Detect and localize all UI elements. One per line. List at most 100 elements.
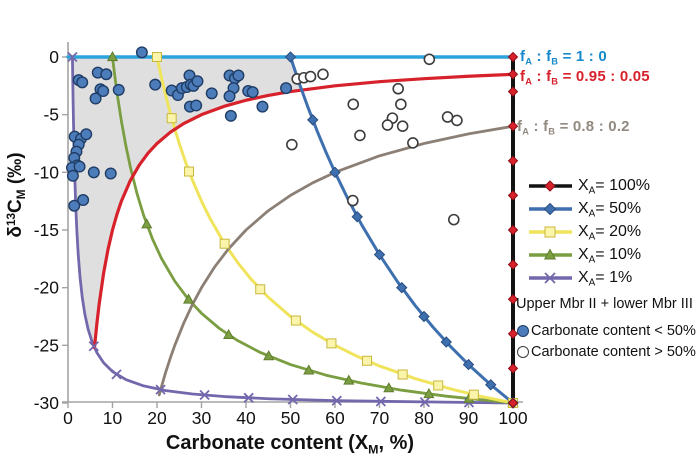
x-marker [331, 395, 342, 406]
diamond-marker [507, 363, 519, 374]
data-point-filled [80, 128, 93, 141]
data-point-open [392, 82, 404, 95]
legend-line-sample-xa-10 [529, 247, 572, 259]
data-point-open [286, 138, 298, 151]
filled-circle-icon [517, 324, 529, 337]
data-point-filled [89, 92, 102, 105]
legend-square-marker [544, 226, 556, 237]
x-axis-title: Carbonate content (XM, %) [165, 432, 415, 457]
ratio-label-08-02: fA : fB = 0.8 : 0.2 [517, 118, 630, 137]
y-axis-title: δ13CM (‰) [5, 152, 29, 238]
square-marker [433, 380, 444, 391]
data-point-filled [76, 76, 89, 89]
x-tick-label: 50 [281, 408, 301, 428]
legend-x-marker [544, 271, 556, 284]
x-tick-label: 60 [325, 408, 345, 428]
diamond-marker [485, 379, 497, 391]
data-point-open [317, 68, 329, 81]
legend-label: XA= 50% [578, 199, 642, 219]
x-tick-label: 10 [103, 408, 123, 428]
square-marker [255, 284, 266, 295]
data-point-open [346, 194, 359, 207]
x-tick-label: 100 [498, 408, 527, 428]
square-marker [468, 389, 479, 400]
ratio-label-095-005: fA : fB = 0.95 : 0.05 [520, 68, 650, 87]
data-point-filled [191, 75, 204, 88]
x-tick-label: 20 [147, 408, 167, 428]
data-point-filled [104, 167, 117, 180]
legend-label: XA= 100% [578, 176, 650, 196]
square-marker [152, 52, 162, 62]
legend-label: XA= 20% [578, 222, 642, 242]
data-point-open [381, 119, 394, 131]
triangle-marker [223, 328, 235, 340]
legend-line-sample-xa-100 [529, 179, 572, 192]
diamond-marker [462, 358, 475, 371]
diamond-marker [507, 51, 519, 63]
data-point-filled [232, 69, 245, 82]
legend-item-filled-circle: Carbonate content < 50% [517, 320, 696, 341]
legend-label: XA= 10% [578, 245, 642, 265]
data-point-filled [66, 169, 79, 182]
legend-line-sample-xa-20 [529, 226, 572, 237]
triangle-marker [343, 374, 355, 385]
legend-line-sample-xa-50 [529, 202, 572, 215]
diamond-marker [351, 211, 363, 223]
x-marker [243, 392, 254, 403]
legend-item-xa-50: XA= 50% [527, 197, 650, 220]
x-marker [199, 389, 210, 401]
data-point-open [407, 137, 419, 149]
y-tick-label: -25 [34, 335, 59, 355]
diamond-marker [418, 310, 430, 323]
triangle-marker [182, 293, 195, 304]
square-marker [184, 166, 195, 177]
y-tick-label: -30 [34, 393, 60, 413]
data-point-open [347, 98, 360, 111]
data-point-filled [135, 46, 148, 59]
triangle-marker [106, 50, 119, 62]
curve-xa10 [111, 55, 515, 405]
data-point-open [396, 120, 409, 132]
x-marker [419, 396, 431, 408]
data-point-filled [149, 78, 162, 91]
y-tick-label: -5 [43, 105, 59, 125]
x-tick-label: 0 [63, 408, 73, 428]
legend-item-xa-100: XA= 100% [527, 174, 650, 197]
legend-triangle-marker [543, 247, 557, 259]
diamond-marker [373, 248, 386, 261]
legend-item-xa-1: XA= 1% [527, 266, 650, 289]
diamond-marker [329, 166, 341, 179]
data-point-filled [280, 82, 293, 95]
y-tick-label: 0 [49, 47, 59, 67]
data-point-filled [73, 160, 86, 173]
triangle-marker [383, 382, 395, 393]
triangle-marker [303, 364, 315, 375]
open-circle-icon [517, 345, 529, 358]
x-tick-label: 30 [192, 408, 212, 428]
diamond-marker [307, 114, 319, 126]
x-tick-label: 90 [459, 408, 479, 428]
diamond-marker [507, 120, 519, 132]
data-point-filled [87, 166, 100, 179]
square-marker [362, 355, 373, 366]
x-tick-label: 80 [414, 408, 434, 428]
data-point-filled [100, 68, 113, 81]
diamond-marker [507, 224, 519, 236]
data-point-filled [97, 85, 110, 98]
x-marker [111, 369, 122, 380]
sample-group-title: Upper Mbr II + lower Mbr III [516, 296, 693, 312]
x-marker [375, 396, 386, 407]
diamond-marker [396, 281, 408, 294]
square-marker [219, 238, 230, 249]
data-point-open [304, 70, 317, 83]
y-tick-label: -15 [34, 220, 59, 240]
data-point-filled [112, 83, 125, 96]
legend-label: XA= 1% [578, 268, 633, 288]
legend-item-xa-10: XA= 10% [527, 243, 650, 266]
data-point-filled [224, 109, 237, 122]
triangle-marker [141, 218, 153, 229]
data-point-open [423, 53, 436, 66]
legend-item-open-circle: Carbonate content > 50% [517, 341, 696, 362]
